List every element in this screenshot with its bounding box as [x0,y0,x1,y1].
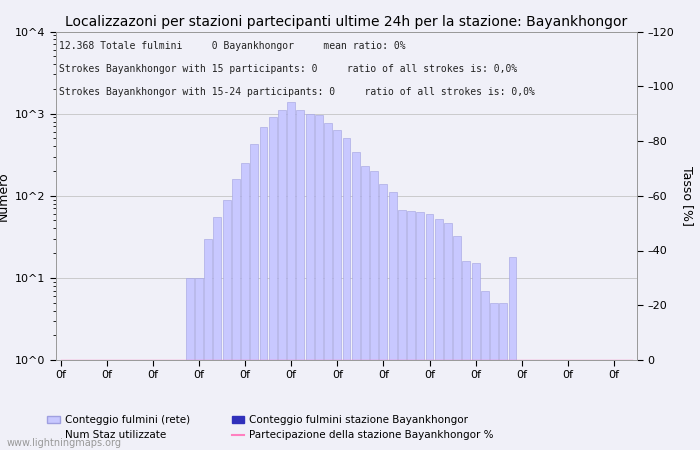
Bar [426,214,433,450]
Bar [140,360,148,450]
Bar [130,360,139,450]
Bar [582,360,590,450]
Bar [94,360,102,450]
Bar [620,360,627,450]
Bar [592,360,599,450]
Text: 12.368 Totale fulmini     0 Bayankhongor     mean ratio: 0%: 12.368 Totale fulmini 0 Bayankhongor mea… [59,41,405,51]
Bar [112,360,120,450]
Y-axis label: Numero: Numero [0,171,10,220]
Bar [315,115,323,450]
Bar [398,210,406,450]
Bar [545,360,553,450]
Bar [601,360,608,450]
Bar [536,360,544,450]
Bar [444,224,452,450]
Bar [407,211,415,450]
Bar [564,360,572,450]
Bar [66,360,74,450]
Bar [287,102,295,450]
Bar [75,360,83,450]
Title: Localizzazoni per stazioni partecipanti ultime 24h per la stazione: Bayankhongor: Localizzazoni per stazioni partecipanti … [65,15,628,29]
Bar [370,171,378,450]
Bar [481,291,489,450]
Bar [103,360,111,450]
Bar [342,138,351,450]
Bar [490,302,498,450]
Y-axis label: Tasso [%]: Tasso [%] [680,166,694,226]
Bar [463,261,470,450]
Text: Strokes Bayankhongor with 15-24 participants: 0     ratio of all strokes is: 0,0: Strokes Bayankhongor with 15-24 particip… [59,87,535,97]
Bar [251,144,258,450]
Bar [453,236,461,450]
Bar [472,263,480,450]
Bar [57,360,64,450]
Bar [499,302,508,450]
Bar [149,360,157,450]
Bar [167,360,175,450]
Bar [610,360,618,450]
Text: www.lightningmaps.org: www.lightningmaps.org [7,438,122,448]
Bar [352,152,360,450]
Bar [629,360,636,450]
Bar [278,110,286,450]
Bar [297,110,304,450]
Bar [379,184,387,450]
Bar [306,113,314,450]
Bar [509,257,517,450]
Bar [186,278,194,450]
Bar [573,360,581,450]
Bar [232,179,240,450]
Bar [554,360,563,450]
Bar [435,219,442,450]
Bar [85,360,92,450]
Bar [260,127,267,450]
Bar [324,123,332,450]
Legend: Conteggio fulmini (rete), Num Staz utilizzate, Conteggio fulmini stazione Bayank: Conteggio fulmini (rete), Num Staz utili… [47,415,494,440]
Bar [158,360,166,450]
Text: Strokes Bayankhongor with 15 participants: 0     ratio of all strokes is: 0,0%: Strokes Bayankhongor with 15 participant… [59,64,517,74]
Bar [241,163,249,450]
Bar [333,130,341,450]
Bar [195,278,203,450]
Bar [269,117,276,450]
Bar [527,360,535,450]
Bar [176,360,184,450]
Bar [204,238,212,450]
Bar [389,192,396,450]
Bar [121,360,129,450]
Bar [223,199,230,450]
Bar [361,166,369,450]
Bar [518,360,526,450]
Bar [416,212,424,450]
Bar [214,217,221,450]
